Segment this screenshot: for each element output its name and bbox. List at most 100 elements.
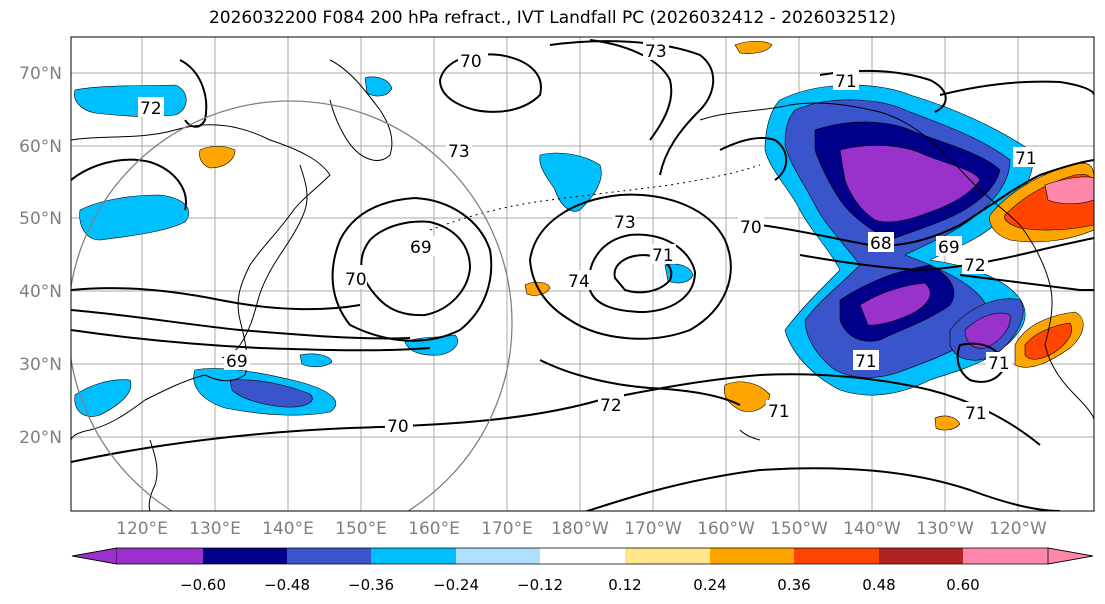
range-ring <box>71 100 513 511</box>
contour-22 <box>719 137 788 181</box>
contour-12 <box>589 39 673 141</box>
colorbar-tick-label: −0.60 <box>180 576 226 594</box>
colorbar-segment <box>879 548 963 564</box>
lon-label: 170°E <box>481 519 533 539</box>
contour-16 <box>799 237 1094 272</box>
colorbar-segment <box>117 548 203 564</box>
lon-label: 120°W <box>989 519 1047 539</box>
colorbar-segment <box>963 548 1048 564</box>
contour-label: 70 <box>345 270 367 290</box>
lon-label: 130°E <box>189 519 241 539</box>
contour-20 <box>956 342 1007 383</box>
contour-8 <box>588 233 697 314</box>
shading-west-pacific-3-core <box>229 379 313 408</box>
colorbar-segment <box>540 548 625 564</box>
shading-na-positive-core <box>1044 176 1094 205</box>
map-title: 2026032200 F084 200 hPa refract., IVT La… <box>208 8 896 28</box>
lon-label: 180°W <box>551 519 609 539</box>
contour-21 <box>583 467 1061 511</box>
colorbar: −0.60 −0.48 −0.36 −0.24 −0.12 0.12 0.24 … <box>71 547 1094 594</box>
contour-label: 69 <box>938 238 960 258</box>
contour-19 <box>939 80 1094 96</box>
longitude-labels: 120°E 130°E 140°E 150°E 160°E 170°E 180°… <box>116 519 1047 539</box>
contour-label: 73 <box>645 42 667 62</box>
shading-west-pacific-8 <box>364 76 393 97</box>
contour-4 <box>71 373 1041 463</box>
shading-positive-blob-5 <box>934 415 961 431</box>
contour-2 <box>71 309 411 340</box>
coastline-alaska <box>699 102 1021 226</box>
lat-label: 30°N <box>19 355 62 375</box>
shading-ne-pacific-core <box>839 145 981 223</box>
contour-23 <box>539 359 741 406</box>
shading-west-pacific-5 <box>539 152 602 212</box>
lat-label: 60°N <box>19 137 62 157</box>
contour-label-group: 70 73 71 72 73 69 70 73 71 70 68 69 72 7… <box>138 40 1039 437</box>
contour-3 <box>71 329 431 352</box>
contour-label: 69 <box>226 352 248 372</box>
contour-11 <box>549 40 715 176</box>
coastline-asia <box>71 124 331 441</box>
colorbar-segment <box>287 548 371 564</box>
shading-west-pacific-4 <box>74 379 132 417</box>
colorbar-segment <box>710 548 794 564</box>
shading-positive-blob-4 <box>734 40 773 54</box>
colorbar-tick-label: −0.36 <box>348 576 394 594</box>
coastline-hawaii <box>739 429 761 441</box>
colorbar-tick-label: 0.24 <box>693 576 726 594</box>
shaded-fields <box>74 40 1094 431</box>
colorbar-segment <box>625 548 710 564</box>
colorbar-tick-label: −0.24 <box>433 576 479 594</box>
shading-west-pacific-7 <box>664 263 694 284</box>
lat-label: 50°N <box>19 209 62 229</box>
contour-label: 72 <box>600 396 622 416</box>
lon-label: 170°W <box>624 519 682 539</box>
shading-positive-blob-1 <box>199 145 236 169</box>
lat-label: 70°N <box>19 64 62 84</box>
contour-14 <box>71 158 187 211</box>
coastline-philippines <box>148 439 158 511</box>
shading-west-pacific-2 <box>79 194 190 241</box>
colorbar-tick-label: −0.12 <box>517 576 563 594</box>
contour-label: 70 <box>740 218 762 238</box>
contour-9 <box>528 193 732 340</box>
contour-label: 72 <box>140 99 162 119</box>
contour-label: 70 <box>460 52 482 72</box>
colorbar-segment <box>203 548 287 564</box>
latitude-labels: 70°N 60°N 50°N 40°N 30°N 20°N <box>19 64 62 448</box>
coastline-kamchatka <box>329 59 393 161</box>
shading-west-pacific-9 <box>299 353 333 368</box>
contour-13 <box>179 59 208 128</box>
contour-6 <box>331 196 493 342</box>
contour-5 <box>360 220 472 317</box>
lat-label: 40°N <box>19 282 62 302</box>
contour-label: 70 <box>387 417 409 437</box>
colorbar-segment <box>456 548 540 564</box>
colorbar-tick-label: 0.60 <box>946 576 979 594</box>
contour-7 <box>613 253 673 294</box>
colorbar-extend-high <box>1047 547 1094 565</box>
lon-label: 120°E <box>116 519 168 539</box>
lon-label: 150°W <box>770 519 828 539</box>
contour-label: 73 <box>448 142 470 162</box>
lat-label: 20°N <box>19 428 62 448</box>
contour-label: 71 <box>965 404 987 424</box>
contour-label: 71 <box>1015 149 1037 169</box>
lon-label: 160°E <box>408 519 460 539</box>
contour-label: 71 <box>988 354 1010 374</box>
lon-label: 160°W <box>697 519 755 539</box>
contour-label: 73 <box>614 213 636 233</box>
contour-label: 71 <box>768 402 790 422</box>
contour-17 <box>959 274 1094 291</box>
colorbar-tick-label: −0.48 <box>264 576 310 594</box>
colorbar-tick-label: 0.48 <box>862 576 895 594</box>
lon-label: 150°E <box>335 519 387 539</box>
contour-label: 72 <box>964 256 986 276</box>
colorbar-tick-label: 0.36 <box>777 576 810 594</box>
contour-label: 69 <box>410 238 432 258</box>
contour-label: 74 <box>568 272 590 292</box>
coastline-north-america <box>1019 224 1094 421</box>
colorbar-tick-label: 0.12 <box>608 576 641 594</box>
lon-label: 140°E <box>262 519 314 539</box>
colorbar-extend-low <box>71 547 118 565</box>
